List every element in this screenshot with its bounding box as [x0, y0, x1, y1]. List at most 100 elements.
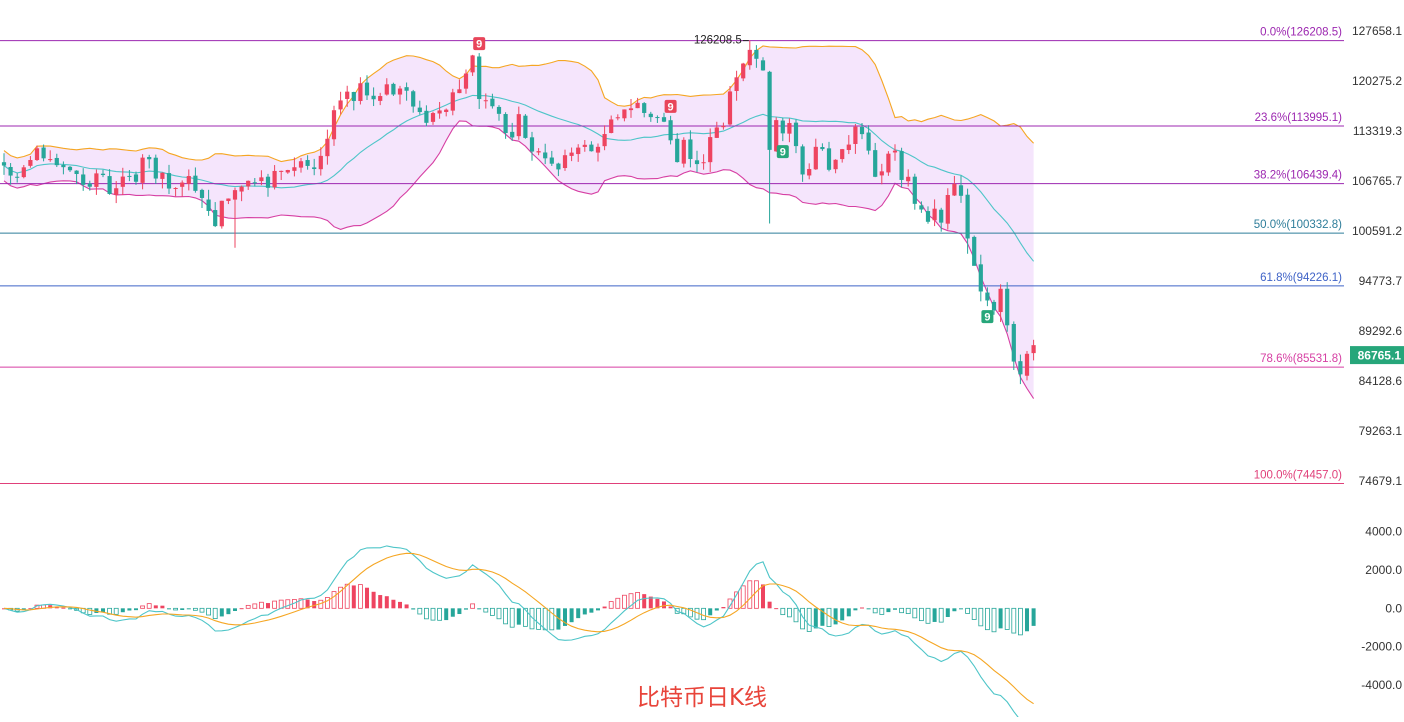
- candle: [28, 156, 33, 168]
- macd-bar: [398, 601, 402, 609]
- macd-bar: [991, 607, 997, 633]
- candle: [338, 91, 343, 115]
- candle: [582, 140, 587, 152]
- td-marker-0: 9: [476, 39, 482, 51]
- candle-body: [741, 63, 746, 79]
- macd-bar: [258, 601, 264, 609]
- chart-title: 比特币日K线: [636, 685, 768, 711]
- candle: [483, 93, 488, 109]
- candle: [397, 85, 403, 105]
- macd-bar: [662, 601, 666, 609]
- macd-bar: [140, 605, 146, 609]
- macd-bar: [879, 607, 885, 615]
- candle: [807, 163, 812, 180]
- candle-body: [28, 160, 33, 166]
- macd-bar: [404, 604, 409, 609]
- candles: [1, 40, 1036, 385]
- macd-bar: [470, 603, 476, 609]
- candle: [378, 92, 383, 106]
- candle-body: [470, 55, 475, 73]
- macd-bar: [945, 608, 950, 617]
- macd-bar: [780, 607, 786, 616]
- candle-body: [668, 120, 673, 141]
- candle: [219, 200, 224, 229]
- macd-bar: [714, 608, 719, 611]
- candle: [1031, 339, 1036, 361]
- candle-body: [483, 100, 488, 102]
- macd-bar: [846, 608, 851, 617]
- candle-body: [34, 148, 40, 161]
- candle: [774, 117, 779, 152]
- candle-body: [536, 151, 541, 153]
- td-marker-box-3: [981, 310, 994, 324]
- macd-bar: [938, 607, 944, 623]
- macd-bar: [602, 606, 607, 609]
- macd-bar: [1011, 607, 1017, 634]
- candle: [892, 144, 898, 161]
- candle: [41, 144, 46, 162]
- candle: [939, 207, 944, 232]
- candle: [120, 167, 125, 196]
- td-marker-3: 9: [984, 312, 990, 324]
- candle-body: [787, 123, 792, 134]
- candle: [292, 157, 297, 177]
- candle-body: [430, 113, 436, 122]
- candle: [734, 70, 739, 101]
- candle-body: [391, 83, 396, 95]
- candle-body: [688, 139, 693, 160]
- macd-bar: [701, 607, 706, 621]
- macd-bar: [437, 607, 443, 621]
- candle-body: [87, 183, 92, 187]
- fib-label-4: 61.8%(94226.1): [1260, 272, 1342, 284]
- candle: [873, 142, 878, 178]
- macd-bar: [509, 607, 515, 628]
- td-marker-box-0: [473, 37, 486, 51]
- macd-bar: [622, 594, 627, 609]
- candle: [846, 135, 851, 155]
- candle: [430, 111, 436, 125]
- candle-body: [397, 88, 403, 95]
- candle-body: [259, 177, 264, 182]
- candle: [496, 105, 502, 121]
- price-tick-label: 89292.6: [1359, 324, 1403, 338]
- candle-body: [760, 60, 766, 71]
- td-marker-1: 9: [668, 101, 674, 113]
- candle: [153, 154, 158, 184]
- macd-bar: [767, 601, 772, 609]
- candle-body: [939, 209, 944, 223]
- macd-bar: [219, 608, 224, 617]
- macd-bar: [450, 608, 455, 617]
- candle: [252, 177, 257, 187]
- candle-body: [147, 157, 152, 160]
- macd-bar: [61, 607, 66, 609]
- macd-bar: [866, 608, 871, 610]
- candle: [991, 299, 997, 315]
- macd-bar: [978, 607, 984, 627]
- macd-bar: [1031, 608, 1036, 626]
- candle-body: [615, 117, 620, 119]
- candle: [81, 168, 86, 191]
- macd-bar: [180, 608, 185, 610]
- candle-body: [734, 77, 739, 91]
- macd-bar: [747, 580, 753, 609]
- candle-body: [661, 117, 667, 122]
- candle-body: [411, 91, 416, 107]
- candle-body: [1005, 288, 1010, 326]
- candle-body: [206, 199, 211, 211]
- fib-label-5: 78.6%(85531.8): [1260, 353, 1342, 365]
- macd-bar: [1004, 607, 1010, 630]
- macd-bar: [226, 608, 231, 615]
- macd-bar: [430, 607, 436, 621]
- candle: [463, 69, 469, 94]
- candle-body: [516, 114, 521, 137]
- macd-bar: [813, 608, 818, 629]
- candle-body: [549, 157, 554, 164]
- candle: [780, 117, 785, 142]
- candle: [272, 165, 277, 190]
- candle-body: [186, 176, 191, 184]
- macd-bar: [582, 608, 587, 615]
- macd-bar: [266, 603, 270, 609]
- candle: [100, 169, 106, 178]
- macd-bar: [642, 594, 647, 609]
- candle: [232, 187, 238, 248]
